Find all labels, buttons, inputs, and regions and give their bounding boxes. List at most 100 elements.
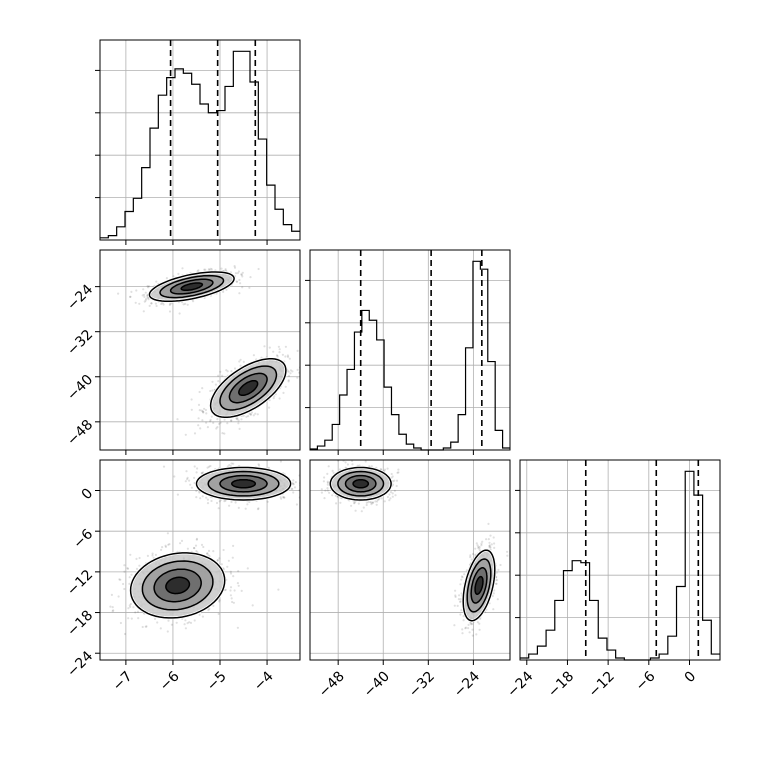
sample-point <box>388 493 391 496</box>
sample-point <box>394 494 397 497</box>
sample-point <box>144 625 147 628</box>
sample-point <box>166 630 169 633</box>
sample-point <box>203 268 206 271</box>
sample-point <box>170 302 173 305</box>
sample-point <box>236 272 239 275</box>
sample-point <box>136 610 140 613</box>
sample-point <box>209 267 212 270</box>
sample-point <box>288 357 291 360</box>
sample-point <box>225 369 228 372</box>
sample-point <box>148 304 151 307</box>
sample-point <box>207 609 210 612</box>
sample-point <box>231 600 234 604</box>
sample-point <box>216 418 219 421</box>
sample-point <box>198 491 201 494</box>
sample-point <box>457 598 460 601</box>
sample-point <box>292 482 295 485</box>
sample-point <box>223 418 226 421</box>
sample-point <box>217 507 220 510</box>
sample-point <box>254 412 257 415</box>
sample-point <box>138 302 141 305</box>
sample-point <box>200 471 203 475</box>
sample-point <box>164 544 167 547</box>
sample-point <box>224 268 227 271</box>
sample-point <box>162 303 165 306</box>
sample-point <box>257 507 260 510</box>
sample-point <box>135 557 138 561</box>
sample-point <box>351 460 354 463</box>
sample-point <box>390 472 393 476</box>
hist-frame <box>519 459 721 661</box>
sample-point <box>195 471 198 474</box>
hist-grid <box>520 460 720 660</box>
hist-frame <box>99 39 301 241</box>
sample-point <box>296 368 299 371</box>
sample-point <box>256 413 259 416</box>
sample-point <box>156 621 159 624</box>
sample-point <box>142 288 145 291</box>
sample-point <box>230 462 233 465</box>
density-contour <box>337 470 385 497</box>
sample-point <box>391 495 394 498</box>
sample-point <box>198 390 201 394</box>
sample-point <box>362 506 365 509</box>
sample-point <box>458 594 461 597</box>
sample-point <box>111 606 114 609</box>
sample-point <box>130 617 133 620</box>
sample-point <box>135 289 138 292</box>
sample-point <box>282 391 285 394</box>
sample-point <box>181 267 184 270</box>
sample-point <box>232 601 235 604</box>
sample-point <box>230 419 233 422</box>
sample-point <box>229 589 232 592</box>
sample-point <box>203 407 206 410</box>
sample-point <box>126 567 130 570</box>
sample-point <box>211 380 214 383</box>
sample-point <box>276 355 279 358</box>
sample-point <box>143 295 146 298</box>
sample-point <box>229 594 232 597</box>
sample-point <box>190 398 193 401</box>
sample-point <box>233 265 236 268</box>
sample-point <box>273 395 276 398</box>
sample-point <box>256 508 260 511</box>
sample-point <box>246 567 249 570</box>
sample-point <box>123 587 126 591</box>
sample-point <box>324 489 327 492</box>
sample-point <box>327 465 330 468</box>
sample-point <box>194 544 198 547</box>
hist-grid <box>100 40 300 240</box>
sample-point <box>195 538 198 541</box>
sample-point <box>287 379 290 382</box>
sample-point <box>207 268 210 271</box>
sample-point <box>226 422 229 425</box>
sample-point <box>138 564 141 567</box>
sample-point <box>118 578 121 581</box>
sample-point <box>461 632 464 635</box>
sample-point <box>245 415 248 418</box>
scatter-panel-1-2 <box>309 459 511 665</box>
sample-point <box>225 288 228 291</box>
sample-point <box>201 472 204 475</box>
sample-point <box>161 302 164 305</box>
sample-point <box>143 300 146 303</box>
sample-point <box>195 549 198 553</box>
sample-point <box>161 546 164 549</box>
sample-point <box>460 609 463 612</box>
sample-point <box>212 550 215 553</box>
sample-point <box>230 500 233 504</box>
sample-point <box>205 552 209 555</box>
sample-point <box>195 537 199 540</box>
sample-point <box>236 582 239 585</box>
sample-point <box>257 267 260 271</box>
sample-point <box>284 345 287 348</box>
sample-point <box>130 290 133 293</box>
sample-point <box>320 491 323 494</box>
sample-point <box>219 421 222 424</box>
sample-point <box>220 563 223 566</box>
sample-point <box>460 592 463 595</box>
sample-point <box>320 488 323 491</box>
sample-point <box>249 276 252 279</box>
sample-point <box>192 300 195 303</box>
sample-point <box>218 599 221 602</box>
